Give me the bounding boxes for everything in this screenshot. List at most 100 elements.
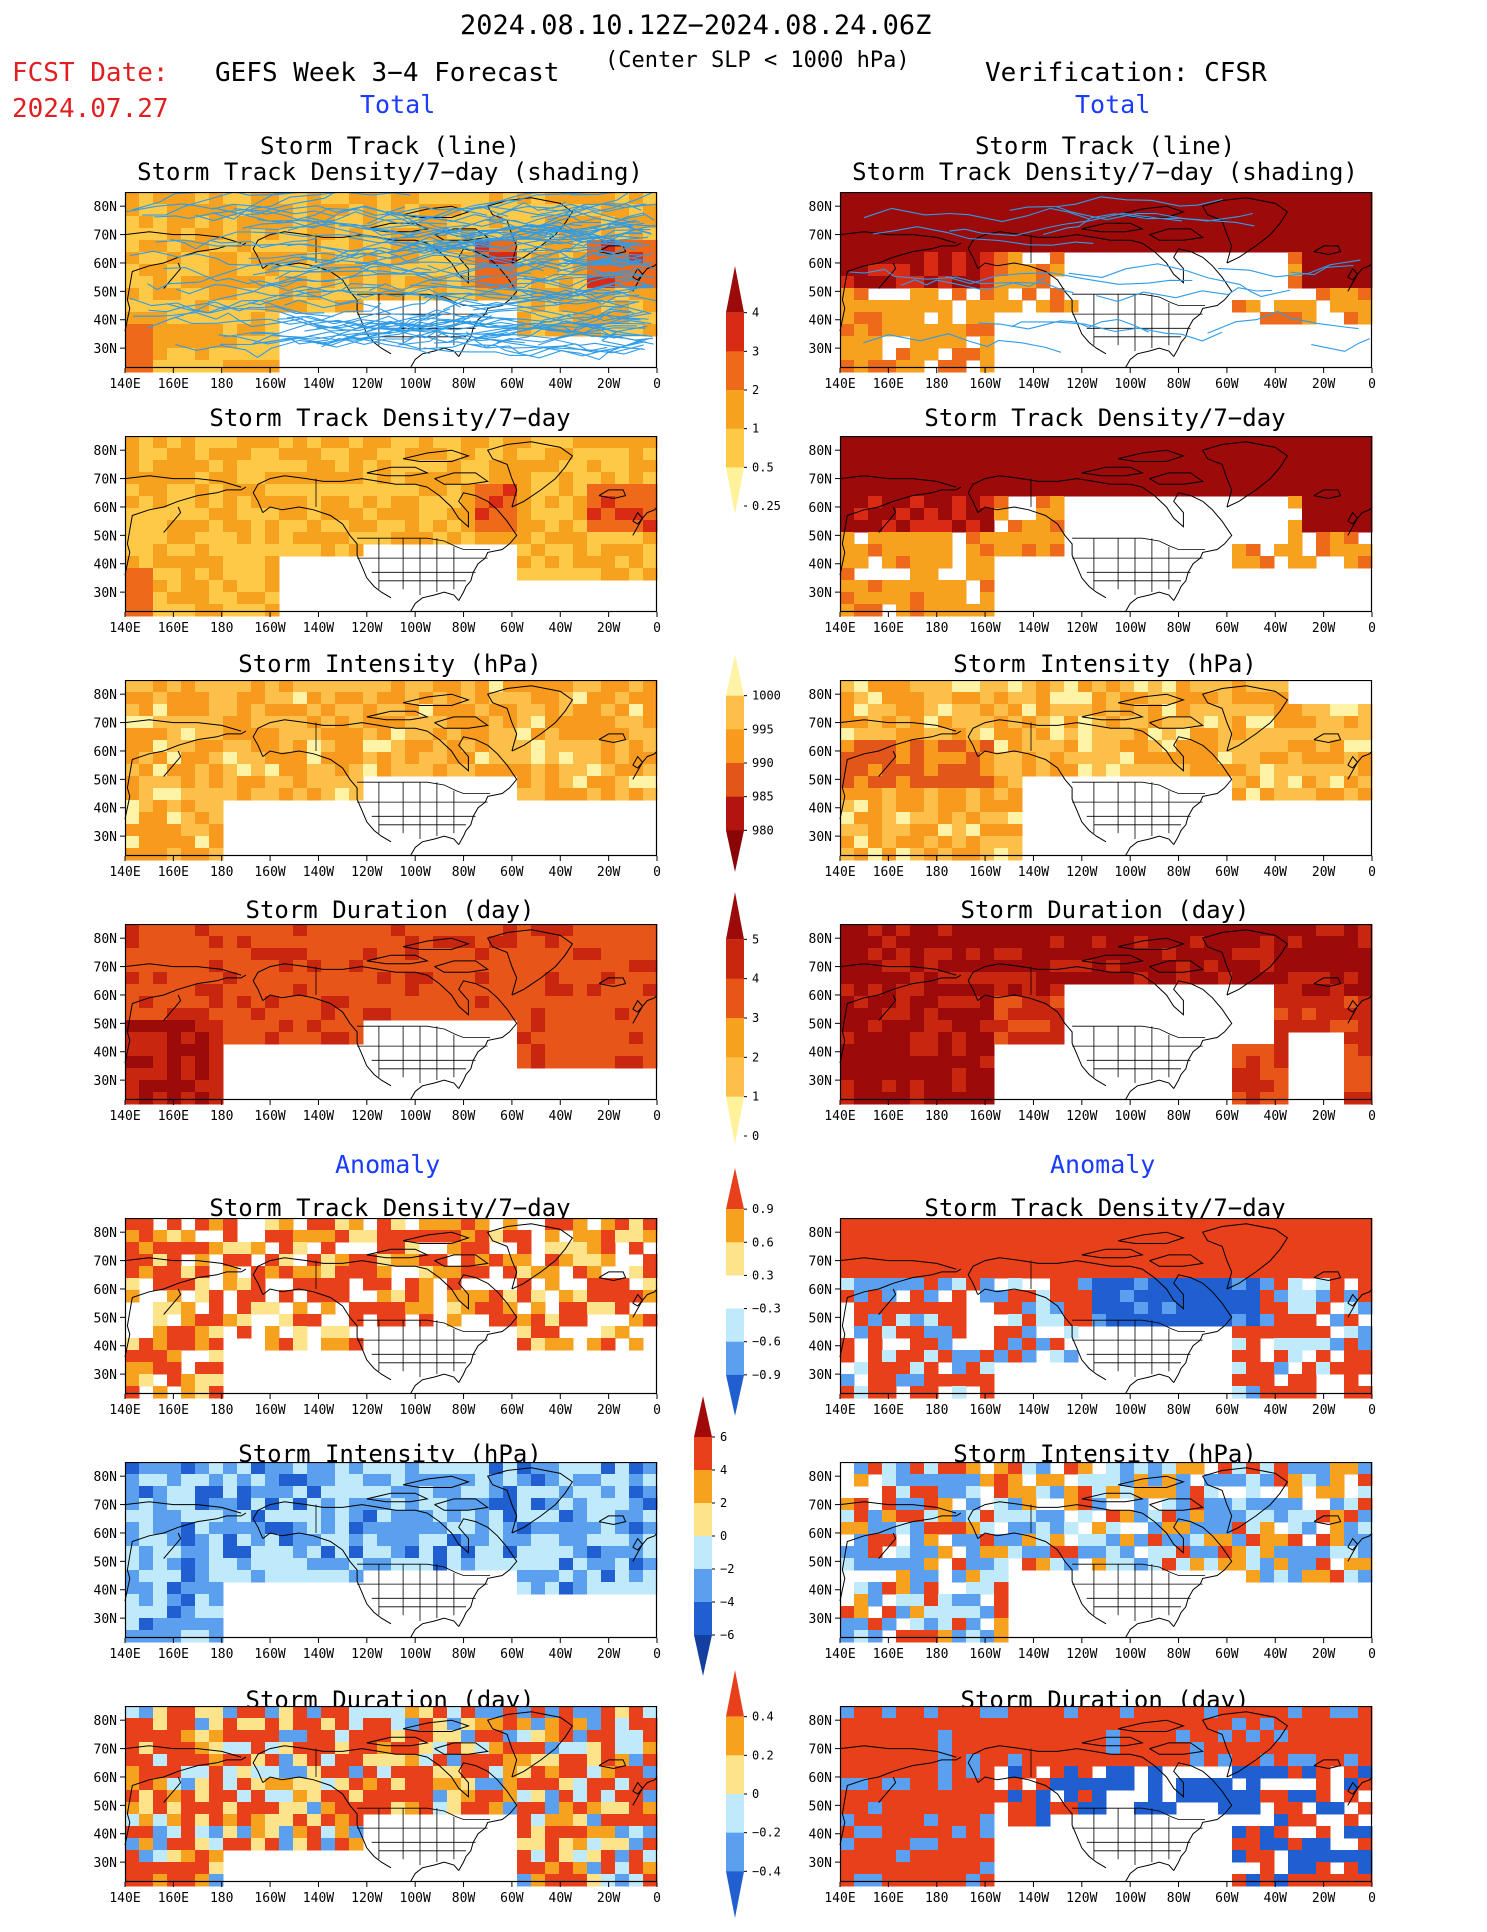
colorbar-label: 0	[752, 1129, 759, 1143]
lon-tick-label: 80W	[1167, 1891, 1191, 1906]
lon-tick-label: 140W	[303, 377, 334, 392]
colorbar-swatch	[726, 939, 744, 979]
colorbar-swatch	[726, 1097, 744, 1144]
lon-tick-label: 180	[925, 1891, 948, 1906]
lon-tick-label: 140W	[303, 621, 334, 636]
lat-tick-label: 60N	[94, 989, 117, 1004]
lon-tick-label: 80W	[1167, 1403, 1191, 1418]
lon-tick-label: 140W	[1018, 865, 1049, 880]
lon-tick-label: 80W	[452, 377, 476, 392]
lon-tick-label: 140W	[1018, 1891, 1049, 1906]
lon-tick-label: 120W	[351, 1109, 382, 1124]
lon-tick-label: 60W	[500, 1109, 524, 1124]
colorbar-swatch	[726, 313, 744, 352]
lon-tick-label: 60W	[500, 1891, 524, 1906]
lon-tick-label: 0	[653, 1891, 661, 1906]
colorbar-label: −0.9	[752, 1368, 781, 1382]
lon-tick-label: 120W	[351, 1891, 382, 1906]
lat-tick-label: 30N	[809, 342, 832, 357]
lon-tick-label: 100W	[1115, 377, 1146, 392]
lon-tick-label: 0	[653, 865, 661, 880]
lat-tick-label: 80N	[94, 444, 117, 459]
lon-tick-label: 140W	[303, 1891, 334, 1906]
lon-tick-label: 60W	[1215, 1403, 1239, 1418]
lat-tick-label: 80N	[809, 932, 832, 947]
lon-tick-label: 160W	[254, 1403, 285, 1418]
lat-tick-label: 70N	[809, 473, 832, 488]
lon-tick-label: 20W	[597, 1403, 621, 1418]
colorbar-label: 990	[752, 756, 774, 770]
lon-tick-label: 180	[925, 377, 948, 392]
lon-tick-label: 140E	[824, 377, 855, 392]
colorbar-label: 0.3	[752, 1268, 774, 1282]
lon-tick-label: 40W	[1264, 1109, 1288, 1124]
lat-tick-label: 40N	[809, 1046, 832, 1061]
lat-tick-label: 70N	[809, 1743, 832, 1758]
lon-tick-label: 140W	[1018, 1403, 1049, 1418]
lon-tick-label: 180	[210, 377, 233, 392]
lon-tick-label: 80W	[1167, 377, 1191, 392]
colorbar-swatch	[694, 1396, 712, 1437]
lat-tick-label: 30N	[94, 342, 117, 357]
lat-tick-label: 40N	[94, 1340, 117, 1355]
lon-tick-label: 140E	[109, 621, 140, 636]
lon-tick-label: 120W	[351, 1403, 382, 1418]
lat-tick-label: 70N	[94, 1499, 117, 1514]
lat-tick-label: 50N	[809, 285, 832, 300]
lon-tick-label: 100W	[400, 865, 431, 880]
colorbar-swatch	[726, 1018, 744, 1058]
lon-tick-label: 140W	[1018, 621, 1049, 636]
lon-tick-label: 20W	[597, 621, 621, 636]
lat-tick-label: 70N	[809, 1255, 832, 1270]
colorbar-swatch	[726, 696, 744, 730]
title-track-line-right: Storm Track (line)	[835, 132, 1375, 160]
lat-tick-label: 50N	[809, 529, 832, 544]
colorbar-label: 0.9	[752, 1202, 774, 1216]
colorbar-swatch	[694, 1437, 712, 1471]
section-total-right: Total	[1075, 90, 1150, 119]
lon-tick-label: 100W	[400, 1647, 431, 1662]
colorbar-label: 4	[752, 306, 759, 320]
lat-tick-label: 50N	[94, 529, 117, 544]
lat-tick-label: 60N	[94, 745, 117, 760]
lon-tick-label: 40W	[1264, 377, 1288, 392]
colorbar-label: 4	[720, 1463, 727, 1477]
colorbar-swatch	[694, 1569, 712, 1603]
lat-tick-label: 40N	[809, 802, 832, 817]
lat-tick-label: 80N	[94, 688, 117, 703]
lon-tick-label: 140E	[824, 1891, 855, 1906]
lon-tick-label: 160E	[873, 377, 904, 392]
lat-tick-label: 30N	[94, 586, 117, 601]
lon-tick-label: 0	[653, 377, 661, 392]
lat-tick-label: 30N	[94, 1612, 117, 1627]
colorbar-label: 1	[752, 1090, 759, 1104]
colorbar-label: 1000	[752, 689, 781, 703]
lon-tick-label: 180	[210, 1647, 233, 1662]
lat-tick-label: 70N	[809, 717, 832, 732]
lon-tick-label: 160W	[254, 865, 285, 880]
lat-tick-label: 30N	[809, 1074, 832, 1089]
lat-tick-label: 50N	[94, 1555, 117, 1570]
lat-tick-label: 80N	[809, 1714, 832, 1729]
colorbar-label: −0.6	[752, 1335, 781, 1349]
colorbar-label: 0.6	[752, 1235, 774, 1249]
colorbar-swatch	[726, 1755, 744, 1794]
colorbar-swatch	[726, 1342, 744, 1376]
lat-tick-label: 40N	[809, 1584, 832, 1599]
lon-tick-label: 160W	[969, 1403, 1000, 1418]
lon-tick-label: 60W	[500, 1403, 524, 1418]
date-range: 2024.08.10.12Z−2024.08.24.06Z	[460, 10, 931, 41]
colorbar-label: 5	[752, 932, 759, 946]
lat-tick-label: 70N	[94, 717, 117, 732]
colorbar-label: −0.4	[752, 1864, 781, 1878]
lon-tick-label: 140E	[109, 1403, 140, 1418]
